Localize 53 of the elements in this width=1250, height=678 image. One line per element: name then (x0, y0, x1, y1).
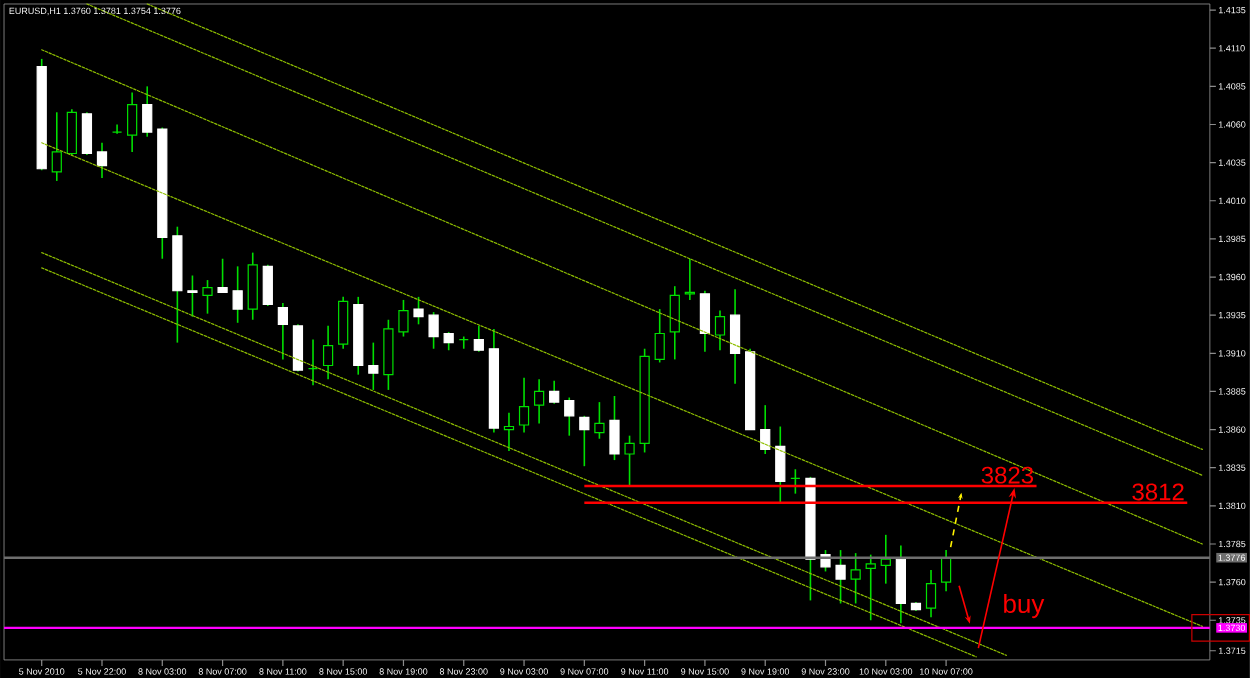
candlestick (368, 341, 379, 391)
candlestick (187, 274, 198, 318)
candlestick (790, 468, 801, 495)
candlestick (307, 338, 319, 387)
candlestick (549, 380, 560, 405)
candlestick (127, 91, 138, 153)
candlestick (51, 111, 62, 182)
candlestick (292, 323, 304, 373)
candlestick (262, 264, 273, 307)
candlestick (699, 289, 711, 353)
candlestick (533, 378, 545, 425)
candlestick (443, 331, 454, 352)
candlestick (880, 534, 891, 585)
candlestick (925, 569, 937, 619)
series-label: 3823 (981, 466, 1034, 484)
candlestick (594, 401, 605, 440)
candlestick (654, 308, 665, 364)
candlestick (232, 265, 243, 324)
candlestick (458, 335, 469, 350)
candlestick (473, 325, 484, 353)
candlestick (714, 309, 726, 352)
candlestick (775, 425, 786, 504)
candlestick (624, 434, 635, 487)
candlestick (247, 251, 258, 321)
candlestick (503, 412, 515, 452)
candlestick (398, 299, 409, 338)
candlestick (895, 544, 906, 625)
candlestick (850, 552, 861, 605)
candlestick (518, 376, 530, 434)
candlestick (66, 108, 77, 156)
candlestick (609, 395, 620, 461)
candlestick (413, 296, 424, 326)
series-label: 3812 (1132, 483, 1184, 501)
candlestick (81, 111, 93, 156)
candlestick (142, 85, 153, 138)
candlestick (865, 553, 876, 622)
candlestick (111, 123, 123, 135)
candlestick (383, 318, 394, 391)
candlestick (96, 142, 108, 179)
candlestick (729, 288, 741, 385)
candlestick (322, 325, 334, 381)
annotation: buy (1004, 593, 1045, 619)
candlestick (940, 549, 952, 593)
candlestick (202, 279, 213, 315)
candlestick (428, 311, 439, 350)
candlestick (579, 415, 590, 468)
candlestick (217, 257, 228, 294)
candlestick (564, 396, 575, 437)
candlestick (277, 302, 288, 361)
candlestick (760, 404, 771, 455)
candlestick (835, 549, 846, 605)
candlestick (338, 296, 349, 350)
candlestick (669, 285, 680, 361)
